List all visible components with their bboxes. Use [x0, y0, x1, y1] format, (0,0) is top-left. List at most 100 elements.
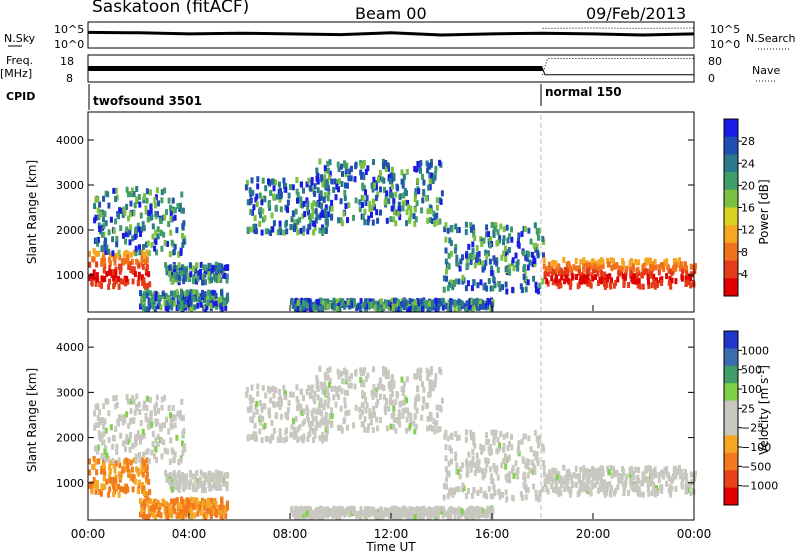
power-cell-529 [152, 304, 155, 310]
velocity-cell-1654 [551, 468, 554, 474]
velocity-cell-2100 [297, 508, 300, 514]
power-cell-1326 [517, 241, 520, 247]
velocity-cell-1114 [384, 406, 387, 412]
velocity-cell-108 [145, 467, 148, 473]
power-cell-785 [256, 201, 259, 207]
power-cell-1606 [672, 265, 675, 271]
power-cell-1053 [361, 202, 364, 208]
power-cell-822 [267, 178, 270, 184]
velocity-cell-665 [292, 392, 295, 398]
power-cell-93 [147, 271, 150, 277]
power-cell-275 [134, 228, 137, 234]
power-cell-2093 [316, 305, 319, 311]
velocity-cell-222 [143, 402, 146, 408]
power-cell-237 [111, 250, 114, 256]
velocity-cell-196 [119, 433, 122, 439]
velocity-cell-1984 [424, 508, 427, 514]
velocity-cell-173 [146, 396, 149, 402]
power-cell-744 [269, 190, 272, 196]
power-cell-772 [296, 198, 299, 204]
power-cell-1642 [600, 278, 603, 284]
power-cell-1962 [380, 298, 383, 304]
power-cell-1088 [409, 215, 412, 221]
velocity-cell-1289 [481, 468, 484, 474]
velocity-cell-1285 [445, 455, 448, 461]
power-cell-1104 [436, 197, 439, 203]
power-cell-230 [174, 215, 177, 221]
power-cell-835 [264, 185, 267, 191]
velocity-cell-636 [219, 504, 222, 510]
power-cell-1070 [340, 164, 343, 170]
power-cell-796 [265, 228, 268, 234]
velocity-cell-1262 [450, 448, 453, 454]
ytick-label-1: 2000 [56, 224, 84, 237]
power-cell-1592 [544, 272, 547, 278]
power-cell-1580 [634, 259, 637, 265]
velocity-cell-1111 [323, 404, 326, 410]
power-cell-295 [154, 230, 157, 236]
velocity-cell-1664 [685, 478, 688, 484]
velocity-cell-907 [355, 405, 358, 411]
velocity-cell-1307 [523, 482, 526, 488]
colorbar-tick-label-5: 24 [741, 157, 755, 170]
velocity-cell-983 [391, 374, 394, 380]
power-cell-2020 [294, 304, 297, 310]
power-cell-1650 [654, 280, 657, 286]
velocity-cell-438 [204, 473, 207, 479]
power-cell-1056 [317, 187, 320, 193]
velocity-cell-436 [202, 481, 205, 487]
velocity-cell-834 [295, 416, 298, 422]
velocity-cell-211 [115, 444, 118, 450]
velocity-cell-822 [267, 386, 270, 392]
frequency-series [88, 59, 694, 75]
power-cell-465 [218, 274, 221, 280]
velocity-cell-1087 [345, 371, 348, 377]
colorbar-tick-label-4: 20 [741, 179, 755, 192]
power-cell-74 [103, 268, 106, 274]
power-cell-462 [189, 271, 192, 277]
power-cell-287 [93, 203, 96, 209]
power-cell-1061 [413, 213, 416, 219]
power-cell-1256 [515, 261, 518, 267]
power-cell-749 [307, 178, 310, 184]
velocity-cell-460 [180, 478, 183, 484]
power-cell-1032 [354, 163, 357, 169]
power-cell-716 [273, 220, 276, 226]
colorbar-cell-8 [724, 470, 738, 488]
velocity-cell-325 [181, 431, 184, 437]
velocity-cell-1018 [372, 384, 375, 390]
power-cell-254 [156, 187, 159, 193]
velocity-cell-643 [170, 507, 173, 513]
velocity-cell-293 [118, 457, 121, 463]
colorbar-tick-label-0: 1000 [741, 344, 769, 357]
velocity-cell-884 [320, 410, 323, 416]
power-cell-1266 [465, 222, 468, 228]
velocity-cell-1276 [480, 487, 483, 493]
power-cell-298 [180, 192, 183, 198]
power-cell-990 [341, 181, 344, 187]
power-cell-78 [97, 251, 100, 257]
power-cell-88 [109, 269, 112, 275]
velocity-cell-1625 [665, 481, 668, 487]
velocity-cell-829 [279, 401, 282, 407]
velocity-cell-1108 [332, 394, 335, 400]
power-cell-1227 [535, 282, 538, 288]
power-cell-1051 [359, 170, 362, 176]
power-cell-2102 [476, 298, 479, 304]
colorbar-tick-label-1: 8 [741, 246, 748, 259]
velocity-cell-1145 [471, 449, 474, 455]
power-cell-147 [168, 198, 171, 204]
power-cell-1610 [641, 272, 644, 278]
velocity-cell-719 [289, 432, 292, 438]
colorbar-cell-2 [724, 366, 738, 384]
power-cell-1240 [497, 281, 500, 287]
power-cell-1980 [488, 299, 491, 305]
power-cell-1664 [685, 270, 688, 276]
power-cell-823 [312, 200, 315, 206]
velocity-cell-1310 [497, 437, 500, 443]
power-cell-1215 [499, 224, 502, 230]
power-cell-96 [101, 275, 104, 281]
power-cell-1328 [472, 225, 475, 231]
velocity-cell-1980 [488, 507, 491, 513]
power-cell-831 [272, 193, 275, 199]
